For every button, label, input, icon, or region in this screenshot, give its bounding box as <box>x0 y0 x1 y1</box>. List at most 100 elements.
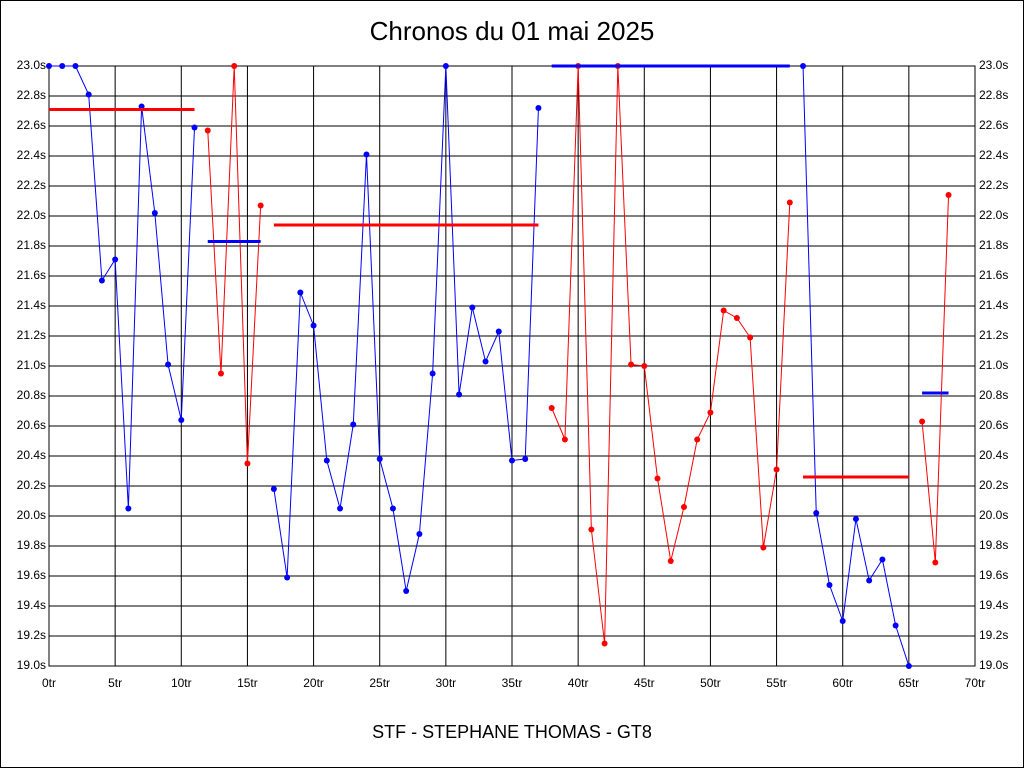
lap-point <box>654 475 661 482</box>
y-tick-label: 21.4s <box>17 298 46 312</box>
y-tick-label: 21.6s <box>17 268 46 282</box>
x-tick-label: 40tr <box>568 676 589 690</box>
x-tick-label: 5tr <box>108 676 122 690</box>
y2-tick-label: 19.2s <box>979 628 1008 642</box>
lap-point <box>945 192 952 198</box>
lap-point <box>932 559 939 566</box>
y-tick-label: 22.6s <box>17 118 46 132</box>
lap-point <box>284 574 291 581</box>
lap-point <box>680 504 687 510</box>
x-tick-label: 50tr <box>700 676 721 690</box>
lap-point <box>509 457 515 464</box>
x-tick-label: 60tr <box>832 676 853 690</box>
lap-point <box>786 199 793 206</box>
y2-tick-label: 22.0s <box>979 208 1008 222</box>
y-tick-label: 19.8s <box>17 538 46 552</box>
y-tick-label: 19.0s <box>17 658 46 672</box>
x-tick-label: 30tr <box>436 676 457 690</box>
lap-point <box>826 582 833 588</box>
lap-point <box>217 370 224 377</box>
y-tick-label: 19.2s <box>17 628 46 642</box>
lap-point <box>297 289 304 296</box>
lap-point <box>747 334 754 341</box>
lap-point <box>151 210 158 216</box>
lap-point <box>839 618 846 624</box>
lap-point <box>257 202 264 209</box>
y2-tick-label: 21.0s <box>979 358 1008 372</box>
lap-point <box>125 505 132 512</box>
lap-point <box>416 531 423 537</box>
y-tick-label: 21.0s <box>17 358 46 372</box>
lap-point <box>429 370 436 377</box>
lap-point <box>482 358 489 365</box>
lap-point <box>495 328 502 335</box>
x-tick-label: 25tr <box>369 676 390 690</box>
y2-tick-label: 20.6s <box>979 418 1008 432</box>
y-tick-label: 21.2s <box>17 328 46 342</box>
y-tick-label: 23.0s <box>17 58 46 72</box>
y-tick-label: 19.6s <box>17 568 46 582</box>
x-tick-label: 10tr <box>171 676 192 690</box>
chart-title: Chronos du 01 mai 2025 <box>370 16 655 46</box>
lap-point <box>456 391 463 398</box>
lap-point <box>535 105 542 111</box>
y-tick-label: 20.6s <box>17 418 46 432</box>
y-tick-label: 22.4s <box>17 148 46 162</box>
x-tick-label: 70tr <box>965 676 986 690</box>
x-tick-label: 45tr <box>634 676 655 690</box>
y-tick-label: 20.8s <box>17 388 46 402</box>
x-tick-label: 20tr <box>303 676 324 690</box>
y-tick-label: 22.0s <box>17 208 46 222</box>
lap-point <box>363 151 370 158</box>
y2-tick-label: 19.6s <box>979 568 1008 582</box>
y2-tick-label: 21.4s <box>979 298 1008 312</box>
lap-point <box>852 516 859 522</box>
lap-point <box>800 63 807 69</box>
lap-point <box>469 304 476 311</box>
lap-point <box>98 277 105 284</box>
lap-point <box>561 436 568 443</box>
lap-point <box>720 307 727 314</box>
lap-point <box>866 577 873 584</box>
y2-tick-label: 20.4s <box>979 448 1008 462</box>
lap-point <box>548 405 555 411</box>
lap-point <box>905 663 912 669</box>
y-tick-label: 22.8s <box>17 88 46 102</box>
y2-tick-label: 21.6s <box>979 268 1008 282</box>
x-tick-label: 15tr <box>237 676 258 690</box>
lap-point <box>707 409 714 416</box>
lap-point <box>244 460 251 467</box>
lap-point <box>641 363 648 369</box>
y2-tick-label: 22.4s <box>979 148 1008 162</box>
y2-tick-label: 22.8s <box>979 88 1008 102</box>
lap-point <box>46 63 52 69</box>
lap-point <box>813 510 820 516</box>
x-tick-label: 0tr <box>42 676 56 690</box>
lap-point <box>191 124 198 131</box>
lap-point <box>601 640 608 647</box>
y-tick-label: 20.4s <box>17 448 46 462</box>
lap-point <box>85 91 92 98</box>
lap-point <box>350 421 357 428</box>
lap-point <box>442 63 449 69</box>
lap-point <box>694 436 701 443</box>
lap-point <box>892 622 899 629</box>
y2-tick-label: 20.2s <box>979 478 1008 492</box>
lap-point <box>879 556 886 563</box>
lap-point <box>760 544 767 551</box>
y2-tick-label: 22.6s <box>979 118 1008 132</box>
y-tick-label: 20.0s <box>17 508 46 522</box>
lap-point <box>310 322 317 329</box>
lap-point <box>588 526 595 533</box>
y-tick-label: 20.2s <box>17 478 46 492</box>
x-tick-label: 55tr <box>766 676 787 690</box>
y2-tick-label: 19.0s <box>979 658 1008 672</box>
lap-point <box>773 466 780 473</box>
lap-point <box>231 63 238 69</box>
y2-tick-label: 20.8s <box>979 388 1008 402</box>
lap-point <box>628 361 635 368</box>
lap-point <box>72 63 79 69</box>
lap-point <box>389 505 396 512</box>
